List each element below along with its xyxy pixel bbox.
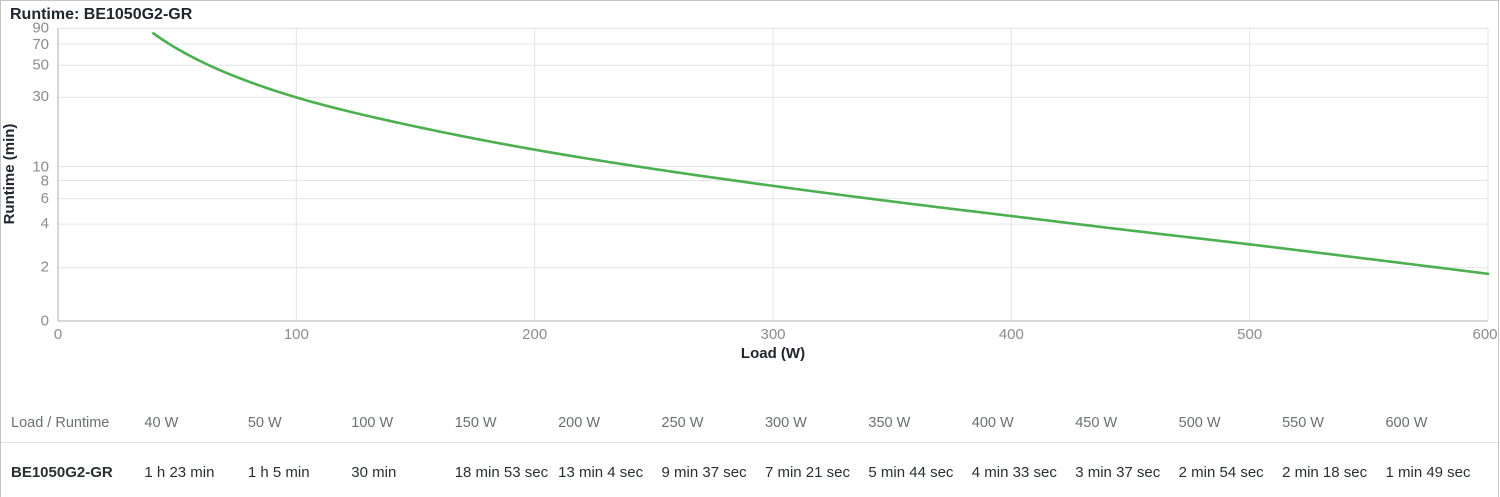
svg-text:0: 0 (41, 313, 49, 330)
svg-text:200: 200 (522, 326, 547, 343)
svg-text:6: 6 (41, 190, 49, 207)
svg-text:2: 2 (41, 259, 49, 276)
svg-text:400: 400 (999, 326, 1024, 343)
svg-text:8: 8 (41, 173, 49, 190)
svg-text:600: 600 (1472, 326, 1497, 343)
svg-text:70: 70 (32, 36, 49, 53)
svg-text:0: 0 (54, 326, 62, 343)
svg-text:300: 300 (760, 326, 785, 343)
svg-text:4: 4 (41, 215, 49, 232)
svg-text:100: 100 (284, 326, 309, 343)
svg-text:30: 30 (32, 88, 49, 105)
svg-text:500: 500 (1237, 326, 1262, 343)
svg-text:90: 90 (32, 20, 49, 37)
svg-text:50: 50 (32, 57, 49, 74)
